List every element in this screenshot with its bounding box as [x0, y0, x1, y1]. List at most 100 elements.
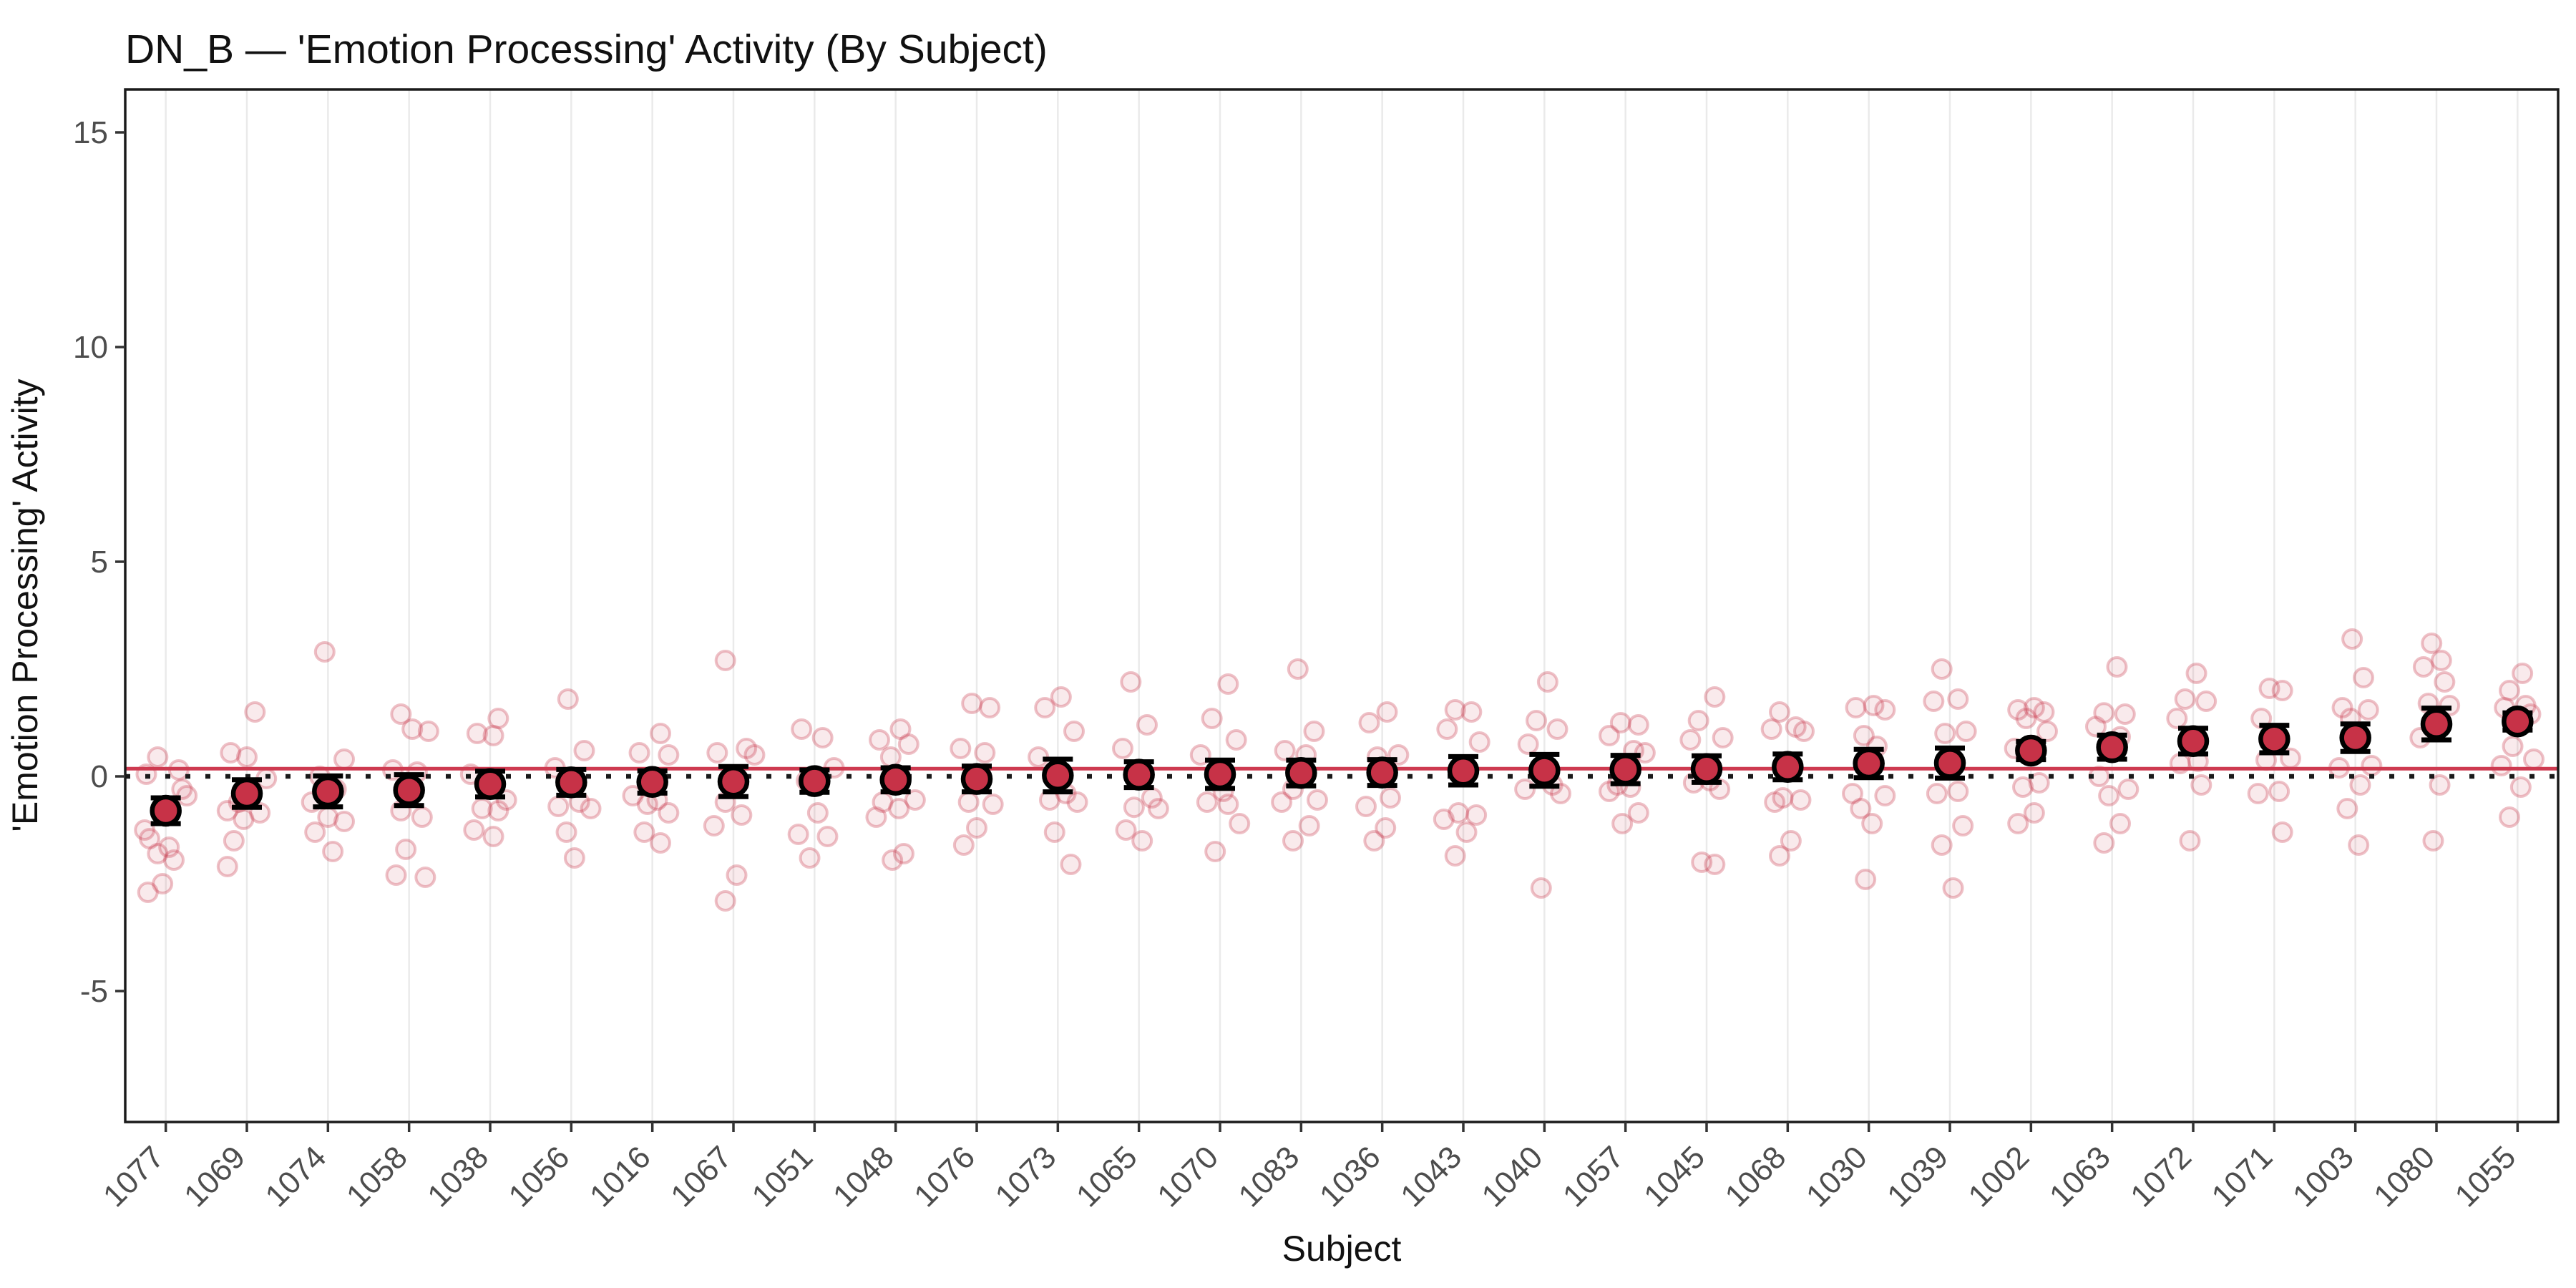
jitter-point [1842, 783, 1863, 804]
jitter-point [1355, 796, 1377, 817]
jitter-point [2106, 656, 2128, 678]
y-axis-title: 'Emotion Processing' Activity [5, 379, 45, 831]
jitter-point [2117, 779, 2140, 800]
jitter-point [1790, 789, 1812, 811]
jitter-point [395, 839, 417, 860]
jitter-point [1855, 869, 1877, 890]
mean-point [799, 765, 831, 797]
jitter-point [2429, 774, 2451, 796]
mean-point [2502, 705, 2534, 738]
jitter-point [2195, 691, 2218, 712]
x-tick-label: 1038 [421, 1139, 495, 1214]
y-tick-label: 5 [91, 545, 108, 580]
x-tick-label: 1058 [340, 1139, 414, 1214]
mean-point [2015, 734, 2047, 767]
reference-lines-layer [125, 766, 2558, 779]
jitter-point [952, 834, 975, 856]
jitter-point [2179, 830, 2201, 852]
jitter-point [1931, 658, 1953, 680]
jitter-point [580, 798, 602, 819]
mean-point [1528, 754, 1561, 786]
jitter-point [1050, 686, 1072, 708]
jitter-point [1217, 794, 1239, 815]
mean-point [555, 766, 587, 799]
jitter-point [1942, 877, 1964, 899]
x-tick-label: 1074 [259, 1139, 333, 1214]
jitter-point [1704, 686, 1726, 708]
jitter-point [1550, 783, 1571, 804]
x-tick-label: 1077 [97, 1139, 171, 1214]
jitter-point [482, 725, 504, 746]
jitter-point [1687, 710, 1709, 731]
gridlines-layer [165, 89, 2519, 1122]
jitter-point [1785, 716, 1807, 738]
jitter-point [1433, 809, 1455, 830]
jitter-point [1546, 718, 1568, 740]
x-tick-label: 1068 [1719, 1139, 1793, 1214]
mean-point [474, 768, 507, 801]
mean-point [150, 794, 182, 827]
x-tick-label: 1065 [1070, 1139, 1144, 1214]
jitter-point [982, 794, 1004, 815]
x-tick-label: 1003 [2286, 1139, 2361, 1214]
jitter-point [1609, 712, 1631, 733]
jitter-point [1611, 813, 1634, 834]
jitter-point [1468, 731, 1491, 753]
jitter-point [563, 847, 585, 869]
x-tick-label: 1056 [502, 1139, 577, 1214]
jitter-point [555, 821, 577, 843]
jitter-point [1271, 791, 1293, 813]
jitter-point [233, 809, 255, 830]
panel-border [124, 88, 2560, 1123]
jitter-point [1874, 785, 1896, 806]
jitter-point [147, 746, 169, 768]
jitter-point [714, 890, 736, 912]
jitter-point [658, 802, 680, 824]
jitter-point [1436, 718, 1458, 740]
jitter-point [2509, 776, 2532, 798]
jitter-point [171, 779, 193, 800]
jitter-point [1947, 688, 1969, 710]
mean-point [1123, 758, 1155, 791]
jitter-point [1298, 815, 1320, 836]
jitter-point [557, 688, 579, 710]
jitter-point [1217, 673, 1239, 695]
jitter-point [1704, 854, 1726, 875]
jitter-point [2348, 834, 2370, 856]
jitter-point [1536, 671, 1558, 693]
mean-point [2420, 708, 2453, 741]
y-tick-label: 10 [73, 330, 108, 365]
x-tick-label: 1076 [907, 1139, 982, 1214]
jitter-point [2174, 688, 2196, 710]
jitter-point [2349, 774, 2371, 796]
jitter-point [1627, 714, 1649, 736]
jitter-point [1363, 830, 1385, 852]
jitter-point [137, 882, 159, 903]
jitter-point [220, 742, 242, 763]
jitter-point [1955, 721, 1977, 742]
x-tick-label: 1045 [1637, 1139, 1712, 1214]
jitter-point [806, 802, 829, 824]
jitter-point [2421, 633, 2443, 654]
jitter-point [1530, 877, 1552, 899]
jitter-point [703, 815, 725, 836]
jitter-point [2357, 699, 2379, 721]
jitter-point [1861, 813, 1883, 834]
jitter-point [147, 843, 169, 864]
mean-point [2177, 725, 2210, 758]
jitter-point [1358, 712, 1380, 733]
jitter-point [1123, 796, 1145, 819]
x-tick-label: 1073 [989, 1139, 1063, 1214]
jitter-point [463, 819, 485, 841]
jitter-point [2512, 663, 2534, 684]
jitter-point [547, 796, 570, 817]
jitter-point [2430, 650, 2452, 671]
jitter-point [1926, 783, 1948, 804]
jitter-point [2258, 678, 2280, 699]
jitter-point [2007, 813, 2029, 834]
jitter-point [1460, 701, 1483, 723]
mean-point [1772, 751, 1804, 784]
jitter-point [2033, 701, 2055, 723]
jitter-point [961, 693, 983, 714]
